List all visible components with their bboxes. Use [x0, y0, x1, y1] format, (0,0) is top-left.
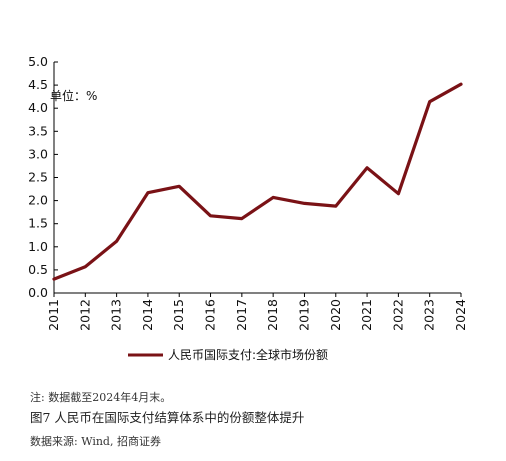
x-tick-label: 2017 — [234, 299, 249, 331]
line-chart: 0.00.51.01.52.02.53.03.54.04.55.0 2011 20… — [28, 54, 468, 362]
x-tick-label: 2020 — [328, 299, 343, 331]
y-tick-label: 3.0 — [28, 146, 48, 161]
y-tick-label: 1.5 — [28, 216, 48, 231]
x-tick-label: 2023 — [422, 299, 437, 331]
series-layer — [52, 82, 463, 281]
data-point — [303, 202, 306, 205]
data-point — [397, 192, 400, 195]
x-tick-label: 2011 — [46, 299, 61, 331]
data-point — [240, 217, 244, 220]
data-note: 注: 数据截至2024年4月末。 — [30, 391, 172, 404]
y-tick-label: 2.5 — [28, 170, 48, 185]
data-point — [334, 204, 337, 208]
data-point — [271, 196, 275, 199]
x-tick-label: 2013 — [109, 299, 124, 331]
figure-caption: 图7 人民币在国际支付结算体系中的份额整体提升 — [30, 410, 305, 425]
legend: 人民币国际支付:全球市场份额 — [128, 347, 328, 362]
data-point — [146, 191, 150, 194]
y-tick-label: 0.0 — [28, 285, 48, 300]
unit-label: 单位：% — [50, 88, 97, 103]
data-point — [84, 265, 87, 268]
data-point — [209, 214, 212, 218]
data-source: 数据来源: Wind, 招商证券 — [30, 435, 161, 448]
series-line — [52, 82, 463, 281]
y-tick-label: 2.0 — [28, 193, 48, 208]
data-point — [459, 82, 463, 86]
legend-label: 人民币国际支付:全球市场份额 — [168, 347, 328, 362]
x-axis: 2011 2012 2013 2014 2015 2016 2017 2018 2019 2020… — [46, 292, 468, 331]
y-tick-label: 4.5 — [28, 77, 48, 92]
x-tick-label: 2015 — [171, 299, 186, 331]
x-tick-label: 2022 — [390, 299, 405, 331]
x-tick-label: 2021 — [359, 299, 374, 331]
y-tick-label: 0.5 — [28, 262, 48, 277]
x-tick-label: 2014 — [140, 299, 155, 331]
data-point — [178, 185, 181, 188]
y-axis: 0.0 0.5 1.0 1.5 2.0 2.5 3.0 3.5 4.0 4.5 5.0 — [28, 54, 58, 300]
x-tick-label: 2019 — [296, 299, 311, 331]
x-tick-label: 2018 — [265, 299, 280, 331]
data-point — [115, 240, 118, 243]
data-point — [428, 100, 431, 103]
data-point — [52, 277, 56, 281]
y-tick-label: 4.0 — [28, 100, 48, 115]
y-tick-label: 5.0 — [28, 54, 48, 69]
data-point — [365, 166, 369, 169]
x-tick-label: 2024 — [453, 299, 468, 331]
x-tick-label: 2016 — [203, 299, 218, 331]
y-tick-label: 3.5 — [28, 123, 48, 138]
x-tick-label: 2012 — [77, 299, 92, 331]
y-tick-label: 1.0 — [28, 239, 48, 254]
